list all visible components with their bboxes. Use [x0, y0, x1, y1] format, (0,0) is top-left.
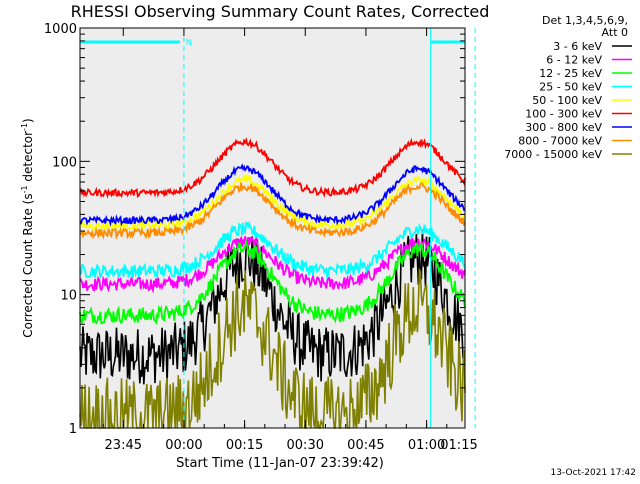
legend-label-8: 7000 - 15000 keV [504, 148, 602, 161]
y-axis-label: Corrected Count Rate (s-1 detector-1) [20, 118, 35, 337]
x-tick-label-1: 00:00 [165, 438, 202, 453]
x-tick-label-4: 00:45 [347, 438, 384, 453]
series-line-7 [79, 181, 466, 240]
y-axis-label-end: ) [21, 118, 35, 123]
x-tick-label-3: 00:30 [287, 438, 324, 453]
legend-label-1: 6 - 12 keV [546, 54, 602, 67]
legend-label-2: 12 - 25 keV [539, 67, 602, 80]
x-tick-label-5: 01:00 [408, 438, 445, 453]
series-line-5 [79, 137, 466, 199]
series-group [79, 137, 466, 429]
plot-frame [79, 27, 466, 429]
legend-label-3: 25 - 50 keV [539, 81, 602, 94]
legend-header-1: Att 0 [602, 26, 628, 39]
y-axis-label-main: Corrected Count Rate (s [21, 193, 35, 337]
x-axis-label: Start Time (11-Jan-07 23:39:42) [176, 456, 384, 471]
legend-label-7: 800 - 7000 keV [518, 135, 602, 148]
y-tick-label-3: 1000 [44, 22, 77, 37]
y-tick-label-1: 10 [60, 289, 77, 304]
series-line-6 [79, 163, 466, 227]
series-line-1 [79, 235, 466, 294]
series-line-3 [79, 220, 466, 280]
x-tick-label-2: 00:15 [226, 438, 263, 453]
x-tick-label-0: 23:45 [105, 438, 142, 453]
markers-group: N [80, 28, 476, 428]
series-line-2 [79, 238, 466, 326]
x-tick-label-6: 01:15 [440, 438, 477, 453]
y-axis-label-mid: detector [21, 131, 35, 186]
plot-timestamp: 13-Oct-2021 17:42 [551, 468, 636, 478]
legend-header-0: Det 1,3,4,5,6,9, [542, 14, 628, 27]
legend-label-5: 100 - 300 keV [525, 108, 602, 121]
y-tick-label-2: 100 [52, 155, 77, 170]
y-axis: 1 10 100 1000 [44, 22, 465, 437]
legend-label-0: 3 - 6 keV [553, 40, 602, 53]
chart-title: RHESSI Observing Summary Count Rates, Co… [71, 2, 490, 21]
series-line-8 [79, 267, 466, 429]
y-tick-label-0: 1 [69, 422, 77, 437]
legend-label-4: 50 - 100 keV [532, 94, 602, 107]
top-bar-label-0: N [186, 38, 192, 47]
y-axis-label-sup1: -1 [20, 185, 29, 193]
legend-label-6: 300 - 800 keV [525, 121, 602, 134]
series-line-0 [79, 229, 466, 385]
y-axis-label-sup2: -1 [20, 123, 29, 131]
